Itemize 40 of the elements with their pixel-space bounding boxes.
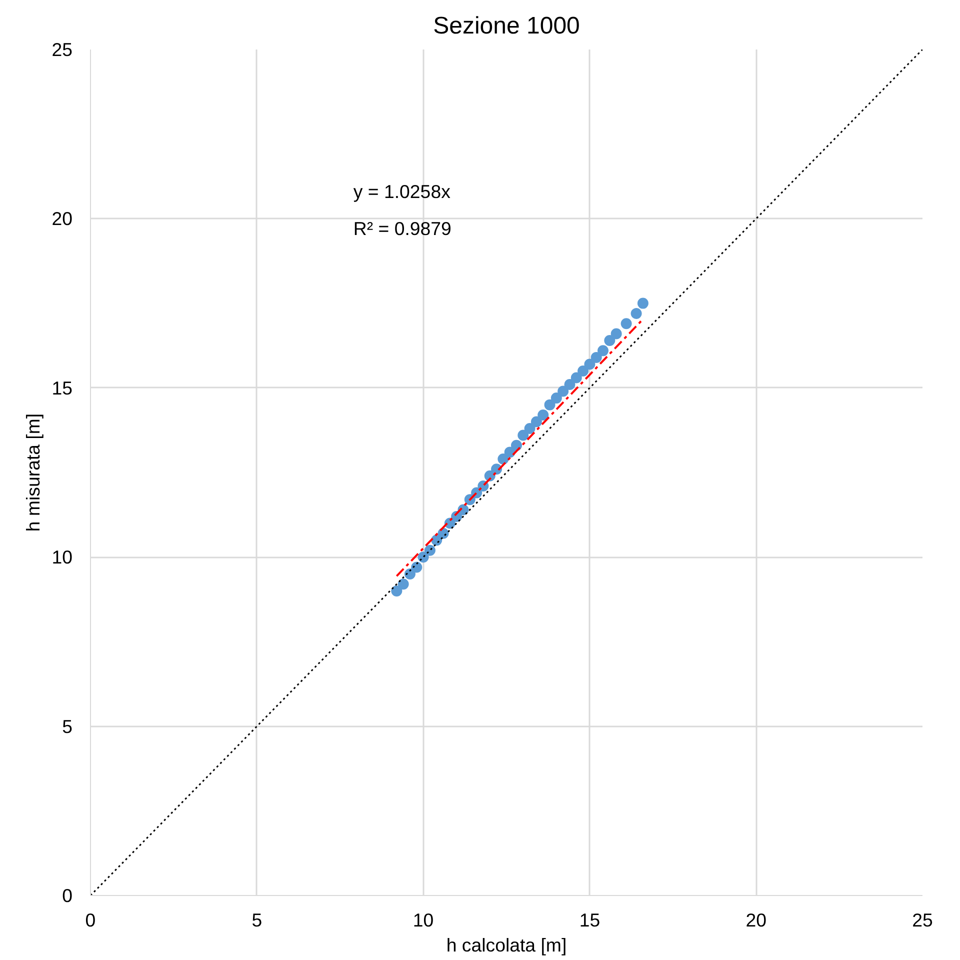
point [590, 352, 602, 363]
x-tick-label: 0 [85, 910, 96, 930]
point [530, 416, 542, 428]
point [518, 430, 529, 441]
point [411, 562, 422, 573]
point [391, 585, 402, 596]
point [558, 386, 569, 397]
point [578, 365, 589, 376]
x-tick-label: 15 [579, 910, 600, 930]
point [584, 358, 596, 370]
point [630, 308, 642, 319]
x-tick-label: 20 [746, 910, 766, 930]
point [524, 423, 536, 434]
x-axis-title: h calcolata [m] [446, 934, 567, 956]
point [538, 409, 549, 420]
y-tick-label: 15 [52, 377, 73, 398]
y-axis-title: h misurata [m] [22, 413, 44, 532]
point [620, 318, 632, 330]
y-tick-label: 5 [62, 716, 73, 737]
point [398, 578, 409, 590]
point [550, 392, 562, 404]
point [610, 328, 622, 340]
point [570, 372, 582, 384]
x-tick-label: 25 [912, 910, 933, 930]
y-tick-label: 25 [52, 39, 73, 60]
point [637, 298, 648, 309]
point [424, 544, 436, 556]
x-tick-label: 10 [412, 910, 434, 930]
y-tick-label: 20 [52, 208, 73, 230]
point [544, 399, 556, 410]
chart-title: Sezione 1000 [433, 12, 580, 40]
y-tick-label: 0 [62, 885, 73, 906]
x-tick-label: 5 [252, 910, 262, 930]
point [598, 345, 609, 356]
point [564, 379, 576, 390]
annotation: y = 1.0258x [353, 180, 452, 202]
y-tick-label: 10 [52, 546, 73, 568]
point [510, 440, 522, 451]
annotation: R² = 0.9879 [353, 218, 452, 240]
point [604, 335, 616, 346]
